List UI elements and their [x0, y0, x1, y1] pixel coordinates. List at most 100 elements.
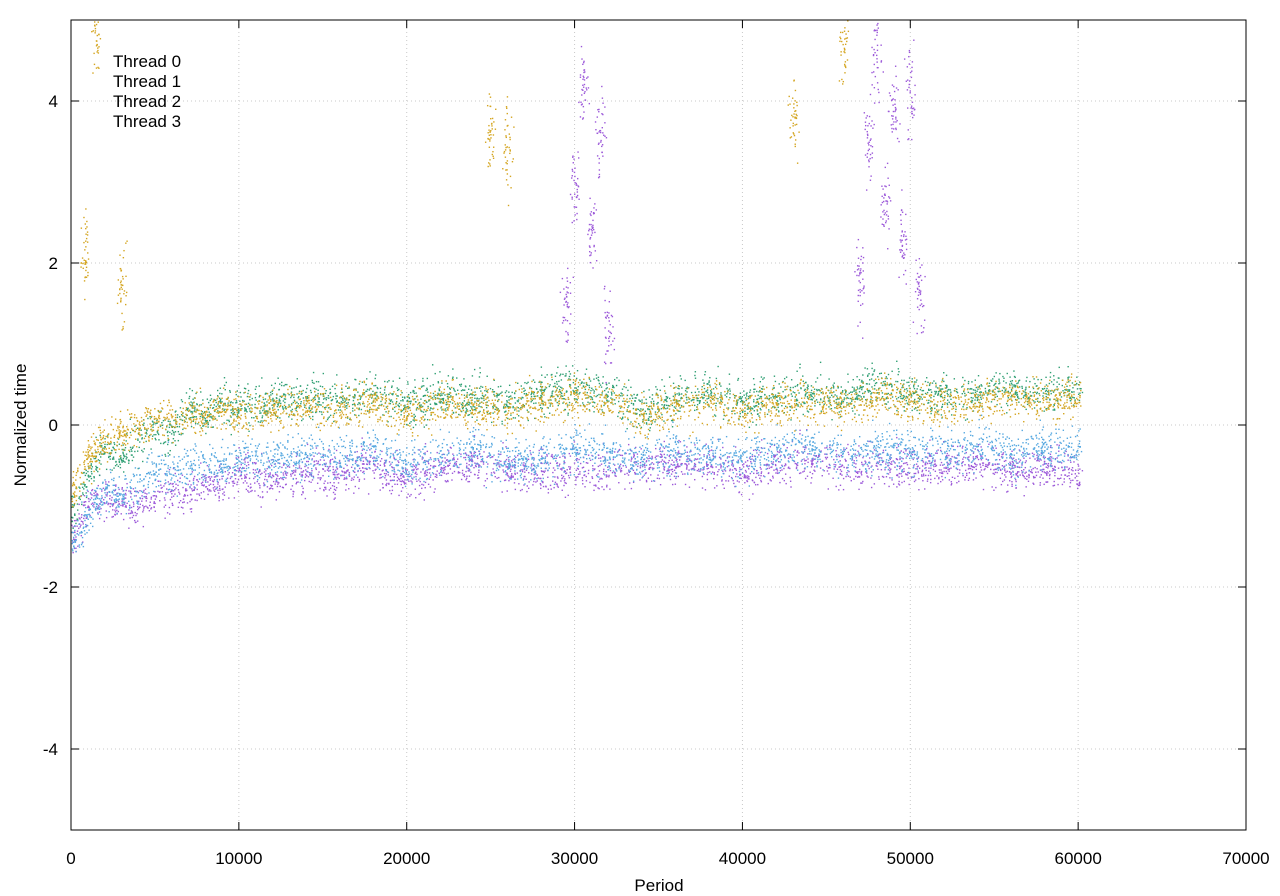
data-point	[1047, 465, 1050, 467]
data-point	[601, 486, 603, 488]
data-point	[880, 469, 883, 471]
data-point	[381, 450, 383, 453]
data-point	[1054, 458, 1057, 460]
data-point	[1013, 464, 1015, 467]
data-point	[706, 401, 709, 403]
data-point	[680, 462, 682, 465]
data-point	[579, 76, 582, 78]
data-point	[245, 453, 247, 456]
data-point	[301, 474, 304, 477]
data-point	[876, 31, 878, 34]
data-point	[355, 379, 357, 381]
data-point	[964, 479, 966, 481]
data-point	[512, 476, 514, 479]
data-point	[329, 414, 332, 417]
data-point	[296, 393, 298, 395]
data-point	[354, 468, 356, 470]
data-point	[384, 475, 387, 477]
data-point	[446, 479, 449, 482]
data-point	[968, 467, 970, 470]
data-point	[860, 272, 862, 274]
data-point	[390, 399, 393, 401]
data-point	[945, 470, 948, 473]
data-point	[1005, 459, 1007, 462]
data-point	[610, 314, 613, 317]
data-point	[306, 470, 308, 473]
data-point	[300, 475, 302, 477]
data-point	[936, 452, 938, 454]
data-point	[347, 470, 349, 472]
data-point	[122, 499, 124, 501]
data-point	[833, 458, 835, 461]
data-point	[112, 509, 114, 511]
data-point	[929, 462, 931, 465]
data-point	[561, 392, 563, 395]
data-point	[895, 118, 897, 120]
data-point	[258, 396, 261, 398]
data-point	[956, 388, 958, 391]
data-point	[550, 488, 552, 490]
data-point	[459, 471, 461, 474]
data-point	[598, 470, 601, 472]
data-point	[168, 506, 171, 509]
data-point	[967, 459, 970, 461]
data-point	[608, 476, 610, 478]
data-point	[109, 495, 111, 497]
data-point	[85, 486, 88, 488]
data-point	[176, 479, 179, 482]
data-point	[117, 500, 120, 503]
data-point	[1023, 390, 1025, 393]
data-point	[999, 468, 1002, 471]
data-point	[744, 482, 746, 484]
data-point	[633, 453, 635, 455]
data-point	[1005, 476, 1007, 478]
data-point	[615, 384, 618, 387]
data-point	[433, 465, 436, 467]
data-point	[471, 399, 473, 401]
data-point	[932, 468, 935, 471]
data-point	[133, 503, 135, 505]
data-point	[942, 464, 944, 466]
data-point	[954, 477, 956, 479]
data-point	[486, 411, 488, 414]
data-point	[96, 493, 98, 495]
data-point	[884, 194, 886, 197]
data-point	[807, 458, 809, 460]
data-point	[346, 477, 348, 480]
data-point	[988, 462, 991, 464]
data-point	[774, 455, 776, 458]
data-point	[423, 426, 426, 428]
data-point	[129, 490, 132, 492]
data-point	[386, 482, 388, 485]
data-point	[1079, 468, 1081, 470]
data-point	[1024, 477, 1026, 480]
data-point	[900, 450, 903, 452]
data-point	[847, 443, 849, 446]
data-point	[902, 254, 904, 257]
data-point	[718, 468, 720, 471]
data-point	[322, 468, 325, 470]
data-point	[931, 410, 933, 412]
data-point	[867, 125, 869, 127]
data-point	[924, 392, 927, 395]
data-point	[328, 448, 330, 451]
data-point	[288, 416, 290, 418]
data-point	[444, 457, 446, 459]
data-point	[91, 488, 94, 491]
data-point	[575, 483, 577, 486]
data-point	[524, 475, 526, 478]
data-point	[128, 490, 130, 492]
data-point	[164, 517, 166, 519]
data-point	[905, 235, 907, 238]
data-point	[259, 394, 261, 397]
data-point	[374, 377, 376, 380]
data-point	[165, 491, 167, 494]
data-point	[243, 387, 246, 390]
data-point	[132, 505, 135, 508]
data-point	[878, 461, 880, 463]
data-point	[726, 387, 728, 390]
data-point	[1058, 444, 1060, 447]
data-point	[641, 465, 644, 468]
data-point	[424, 471, 426, 473]
data-point	[709, 376, 711, 379]
